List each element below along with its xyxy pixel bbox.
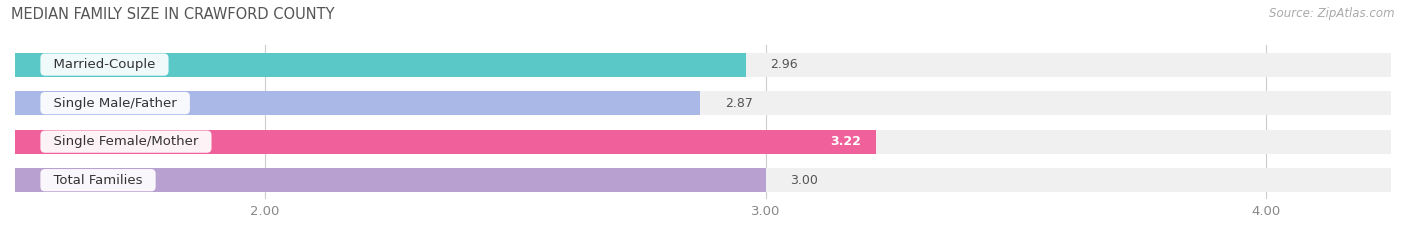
Text: Single Male/Father: Single Male/Father <box>45 97 186 110</box>
Bar <box>15 168 1391 192</box>
Bar <box>15 168 765 192</box>
Bar <box>15 130 876 154</box>
Text: Total Families: Total Families <box>45 174 150 187</box>
Text: 3.00: 3.00 <box>790 174 818 187</box>
Text: Married-Couple: Married-Couple <box>45 58 165 71</box>
Text: Source: ZipAtlas.com: Source: ZipAtlas.com <box>1270 7 1395 20</box>
Text: 2.87: 2.87 <box>725 97 754 110</box>
Bar <box>15 91 700 115</box>
Text: Single Female/Mother: Single Female/Mother <box>45 135 207 148</box>
Bar <box>15 53 1391 76</box>
Text: 3.22: 3.22 <box>830 135 860 148</box>
Bar <box>15 130 1391 154</box>
Text: 2.96: 2.96 <box>770 58 799 71</box>
Bar <box>15 53 745 76</box>
Text: MEDIAN FAMILY SIZE IN CRAWFORD COUNTY: MEDIAN FAMILY SIZE IN CRAWFORD COUNTY <box>11 7 335 22</box>
Bar <box>15 91 1391 115</box>
